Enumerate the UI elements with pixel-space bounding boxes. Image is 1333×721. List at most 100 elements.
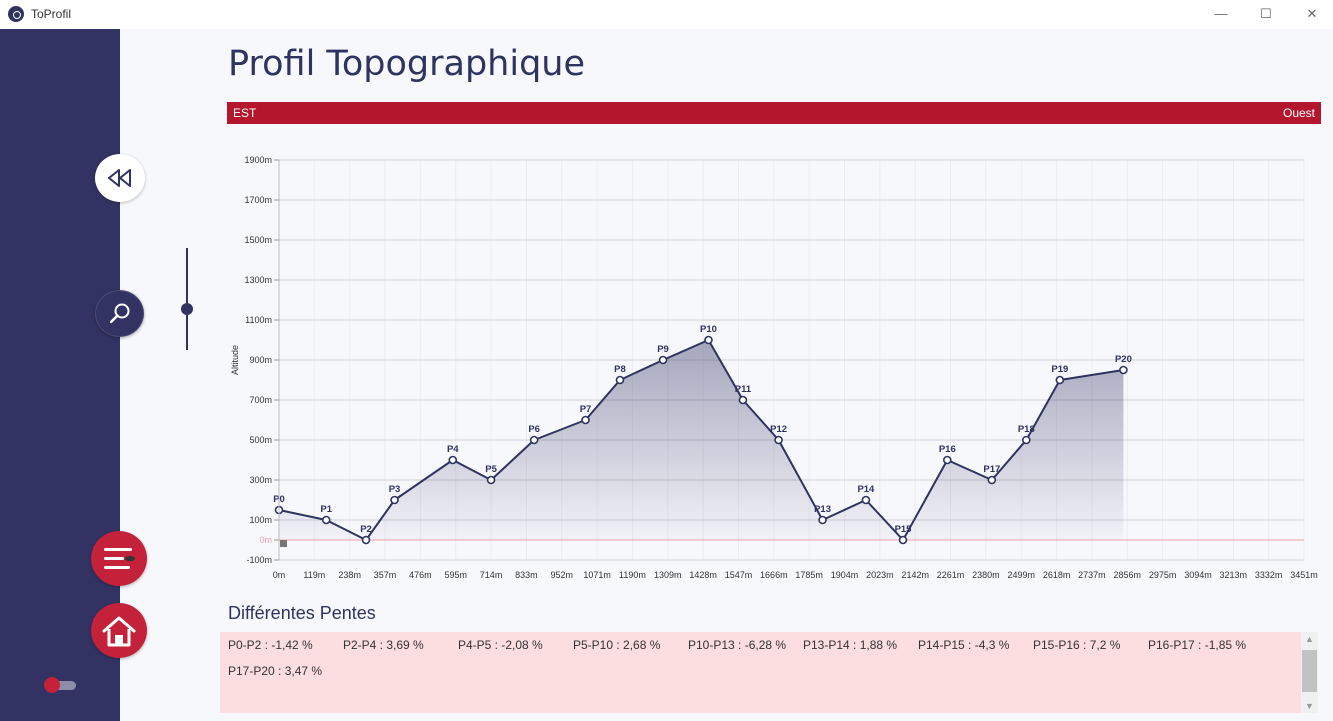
x-tick-label: 3213m: [1220, 570, 1248, 580]
data-point-p2: [361, 535, 371, 545]
x-tick-label: 1309m: [654, 570, 682, 580]
rewind-icon: [108, 169, 131, 187]
close-button[interactable]: ✕: [1306, 6, 1318, 21]
point-label-p14: P14: [857, 484, 875, 495]
origin-marker: [280, 540, 287, 547]
point-label-p4: P4: [447, 444, 459, 455]
x-tick-label: 2856m: [1114, 570, 1142, 580]
rewind-button[interactable]: [95, 154, 145, 202]
maximize-button[interactable]: ☐: [1260, 6, 1272, 21]
y-tick-label: 1300m: [244, 275, 272, 285]
slope-item: P13-P14 : 1,88 %: [803, 638, 898, 652]
point-label-p7: P7: [580, 404, 592, 415]
slope-item: P2-P4 : 3,69 %: [343, 638, 424, 652]
point-label-p10: P10: [700, 324, 717, 335]
slope-item: P4-P5 : -2,08 %: [458, 638, 543, 652]
minimize-button[interactable]: —: [1214, 6, 1228, 21]
y-tick-label: -100m: [246, 555, 272, 565]
x-tick-label: 952m: [551, 570, 574, 580]
scroll-up-arrow[interactable]: ▲: [1305, 634, 1314, 644]
zoom-slider-handle[interactable]: [181, 303, 193, 316]
x-tick-label: 476m: [409, 570, 432, 580]
direction-left-label: EST: [233, 106, 257, 120]
theme-toggle[interactable]: [44, 677, 76, 693]
point-label-p8: P8: [614, 364, 626, 375]
page-title: Profil Topographique: [228, 44, 586, 84]
x-tick-label: 1071m: [583, 570, 611, 580]
y-tick-label: 300m: [249, 475, 272, 485]
y-tick-label: 700m: [249, 395, 272, 405]
x-tick-label: 3451m: [1290, 570, 1318, 580]
data-point-p6: [529, 435, 539, 445]
data-point-p14: [861, 495, 871, 505]
point-label-p20: P20: [1115, 354, 1132, 365]
data-point-p10: [704, 335, 713, 345]
sidebar: [0, 29, 120, 721]
x-tick-label: 119m: [303, 570, 325, 580]
y-tick-label: 0m: [259, 535, 272, 545]
slope-item: P15-P16 : 7,2 %: [1033, 638, 1121, 652]
point-label-p5: P5: [485, 464, 497, 475]
profile-area: [279, 340, 1124, 540]
data-point-p17: [987, 475, 997, 485]
x-tick-label: 1666m: [760, 570, 788, 580]
slopes-scrollbar[interactable]: ▲ ▼: [1301, 632, 1318, 713]
data-point-p8: [615, 375, 625, 385]
menu-button[interactable]: [91, 531, 147, 586]
y-tick-label: 1700m: [244, 195, 272, 205]
data-point-p19: [1055, 375, 1065, 385]
point-label-p2: P2: [360, 524, 372, 535]
point-label-p19: P19: [1051, 364, 1068, 375]
data-point-p16: [942, 455, 952, 465]
direction-bar: EST Ouest: [227, 102, 1321, 124]
slopes-title: Différentes Pentes: [228, 603, 376, 623]
x-tick-label: 2737m: [1078, 570, 1106, 580]
y-tick-label: 500m: [249, 435, 272, 445]
x-tick-label: 0m: [273, 570, 286, 580]
home-icon: [102, 616, 136, 646]
magnifier-icon: [109, 303, 129, 323]
direction-right-label: Ouest: [1282, 106, 1315, 120]
data-point-p12: [774, 435, 783, 445]
x-tick-label: 2618m: [1043, 570, 1071, 580]
data-point-p5: [486, 475, 496, 485]
x-tick-label: 238m: [338, 570, 361, 580]
data-point-p13: [818, 515, 827, 525]
scroll-thumb[interactable]: [1302, 650, 1317, 692]
y-tick-label: 1100m: [245, 315, 272, 325]
home-button[interactable]: [91, 603, 147, 658]
menu-lines-icon: [104, 547, 135, 569]
point-label-p11: P11: [735, 384, 752, 395]
point-label-p9: P9: [657, 344, 669, 355]
x-tick-label: 2261m: [937, 570, 965, 580]
slopes-list: P0-P2 : -1,42 % P2-P4 : 3,69 % P4-P5 : -2,…: [220, 632, 1301, 713]
scroll-down-arrow[interactable]: ▼: [1305, 701, 1314, 711]
slope-item: P10-P13 : -6,28 %: [688, 638, 787, 652]
point-label-p16: P16: [939, 444, 956, 455]
topographic-profile-chart: P0P1P2P3P4P5P6P7P8P9P10P11P12P13P14P15P1…: [230, 155, 1318, 580]
x-tick-label: 357m: [374, 570, 397, 580]
x-tick-label: 2380m: [972, 570, 1000, 580]
x-tick-label: 2142m: [901, 570, 929, 580]
point-label-p1: P1: [320, 504, 332, 515]
x-tick-label: 833m: [515, 570, 538, 580]
window-title: ToProfil: [31, 7, 72, 21]
x-tick-label: 3332m: [1255, 570, 1283, 580]
x-tick-label: 1190m: [619, 570, 646, 580]
data-point-p15: [898, 535, 908, 545]
data-point-p1: [321, 515, 331, 525]
x-tick-label: 1904m: [831, 570, 859, 580]
data-point-p9: [658, 355, 668, 365]
x-tick-label: 714m: [480, 570, 503, 580]
x-tick-label: 1547m: [725, 570, 753, 580]
point-label-p6: P6: [528, 424, 540, 435]
y-tick-label: 1900m: [244, 155, 272, 165]
zoom-button[interactable]: [95, 290, 144, 337]
y-tick-label: 900m: [249, 355, 272, 365]
point-label-p15: P15: [895, 524, 913, 535]
point-label-p13: P13: [814, 504, 831, 515]
zoom-slider[interactable]: [181, 248, 193, 350]
point-label-p12: P12: [770, 424, 787, 435]
y-axis-label: Altitude: [230, 345, 240, 375]
data-point-p3: [390, 495, 399, 505]
